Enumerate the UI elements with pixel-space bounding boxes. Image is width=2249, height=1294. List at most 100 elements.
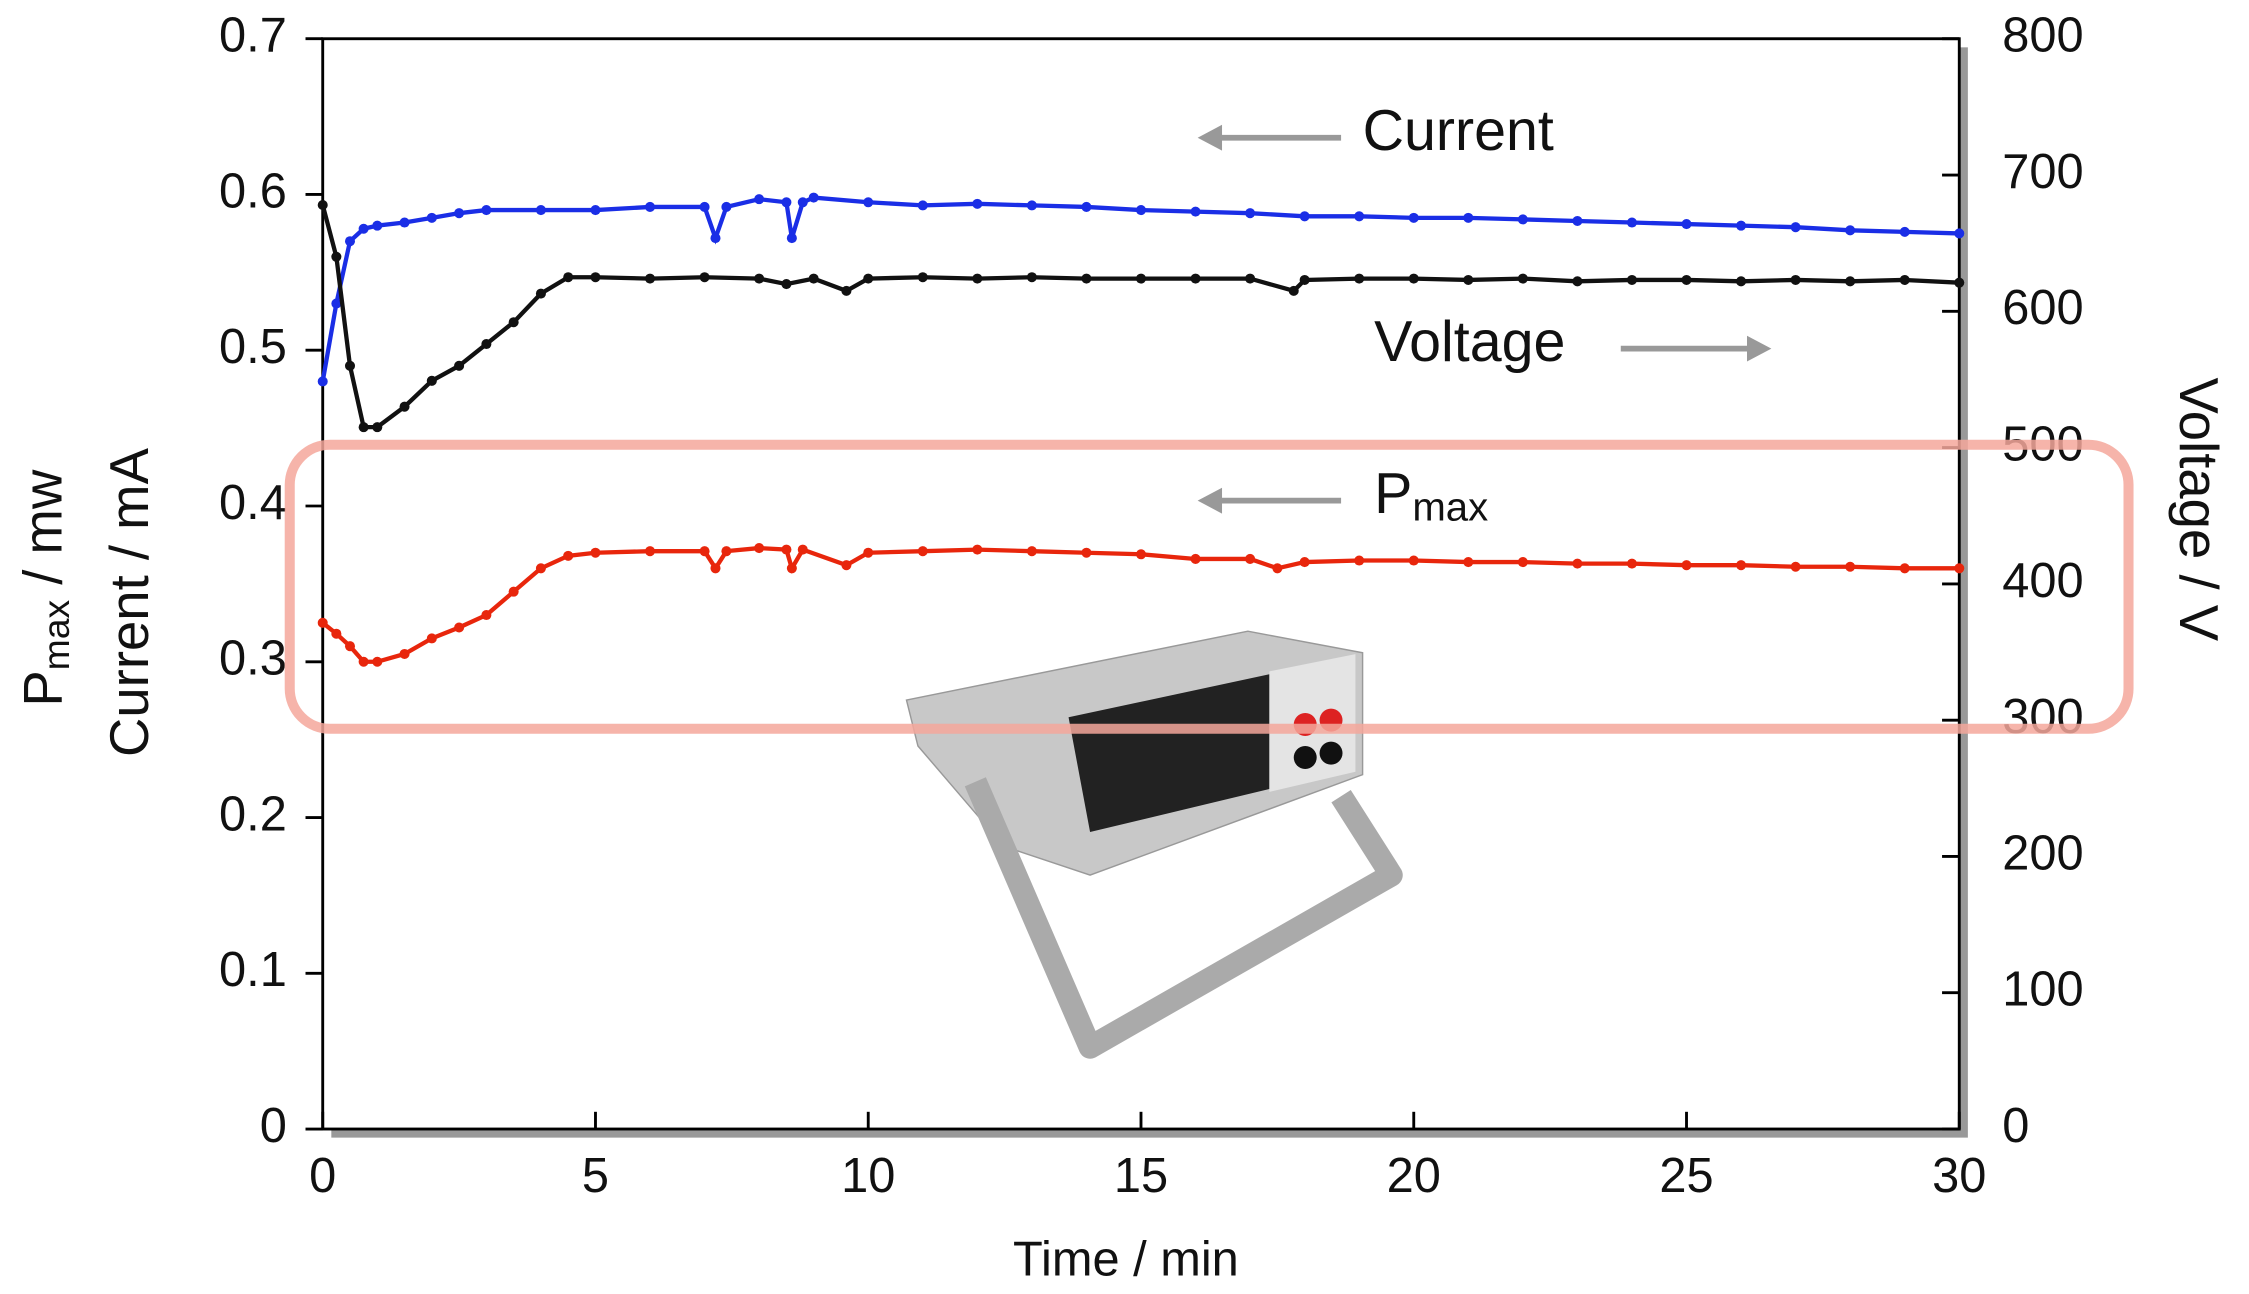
data-point	[1288, 285, 1299, 296]
data-point	[1736, 220, 1747, 231]
data-point	[372, 220, 383, 231]
data-point	[1517, 557, 1528, 568]
data-point	[841, 560, 852, 571]
data-point	[563, 272, 574, 283]
data-point	[972, 544, 983, 555]
annotation-part: P	[1374, 462, 1412, 526]
data-point	[1572, 276, 1583, 287]
data-point	[786, 563, 797, 574]
label-part: P	[13, 670, 74, 706]
annotation: Current	[1363, 99, 1554, 163]
data-point	[972, 273, 983, 284]
y-tick-label: 0.1	[219, 943, 287, 997]
data-point	[1299, 211, 1310, 222]
data-point	[1081, 547, 1092, 558]
data-point	[535, 205, 546, 216]
data-point	[535, 288, 546, 299]
y-tick-label: 0.4	[219, 476, 287, 530]
data-point	[426, 633, 437, 644]
data-point	[1845, 225, 1856, 236]
data-point	[1190, 273, 1201, 284]
data-point	[1463, 274, 1474, 285]
x-tick-label: 10	[841, 1149, 895, 1203]
data-point	[1408, 273, 1419, 284]
data-point	[399, 217, 410, 228]
y2-tick-label: 700	[2002, 145, 2083, 199]
data-point	[426, 375, 437, 386]
x-tick-label: 5	[582, 1149, 609, 1203]
annotation: Pmax	[1374, 462, 1488, 529]
data-point	[721, 546, 732, 557]
data-point	[481, 338, 492, 350]
data-point	[808, 273, 819, 284]
data-point	[1354, 273, 1365, 284]
data-point	[1463, 557, 1474, 568]
data-point	[590, 547, 601, 558]
data-point	[972, 198, 983, 209]
x-tick-label: 0	[309, 1149, 336, 1203]
y-tick-label: 0	[260, 1099, 287, 1153]
data-point	[710, 233, 721, 244]
y2-tick-label: 600	[2002, 281, 2083, 335]
data-point	[454, 622, 465, 633]
data-point	[1899, 563, 1910, 574]
data-point	[1190, 206, 1201, 217]
y2-tick-label: 0	[2002, 1099, 2029, 1153]
data-point	[699, 272, 710, 283]
data-point	[399, 401, 410, 412]
y2-axis-label: Voltage / V	[2168, 377, 2229, 641]
data-point	[331, 628, 342, 639]
data-point	[1954, 563, 1965, 574]
x-tick-label: 25	[1659, 1149, 1713, 1203]
data-point	[317, 617, 328, 628]
device-photo	[905, 630, 1403, 1059]
y2-tick-label: 400	[2002, 554, 2083, 608]
data-point	[535, 563, 546, 574]
data-point	[699, 201, 710, 212]
data-point	[372, 656, 383, 667]
data-point	[754, 543, 765, 554]
data-point	[399, 648, 410, 659]
data-point	[781, 279, 792, 290]
label-part: / mw	[13, 469, 74, 600]
data-point	[1245, 273, 1256, 284]
data-point	[808, 192, 819, 203]
data-point	[781, 197, 792, 208]
data-point	[1354, 211, 1365, 222]
data-point	[1245, 208, 1256, 219]
data-point	[1135, 205, 1147, 216]
data-point	[1899, 274, 1910, 285]
data-point	[1681, 560, 1692, 571]
data-point	[917, 546, 928, 557]
y-tick-label: 0.7	[219, 9, 287, 63]
data-point	[645, 273, 656, 284]
data-point	[481, 205, 492, 216]
data-point	[1572, 558, 1583, 569]
data-point	[1190, 553, 1201, 564]
data-point	[1026, 546, 1037, 557]
data-point	[1272, 563, 1283, 574]
data-point	[1845, 561, 1856, 572]
data-point	[841, 285, 852, 296]
data-point	[1790, 274, 1801, 285]
data-point	[344, 360, 356, 371]
data-point	[426, 212, 437, 223]
y2-tick-label: 300	[2002, 690, 2083, 744]
data-point	[331, 251, 342, 262]
data-point	[1026, 272, 1037, 283]
y2-tick-label: 100	[2002, 963, 2083, 1017]
data-point	[1954, 228, 1965, 239]
plot-frame	[321, 37, 1961, 1131]
data-point	[1572, 215, 1583, 226]
data-point	[645, 546, 656, 557]
data-point	[344, 641, 356, 652]
y-tick-label: 0.6	[219, 164, 287, 218]
data-point	[481, 610, 492, 621]
data-point	[863, 547, 874, 558]
highlight-box	[284, 439, 2134, 734]
data-point	[1354, 555, 1365, 566]
data-point	[1081, 273, 1092, 284]
annotation-sub: max	[1412, 484, 1488, 529]
data-point	[331, 298, 342, 309]
